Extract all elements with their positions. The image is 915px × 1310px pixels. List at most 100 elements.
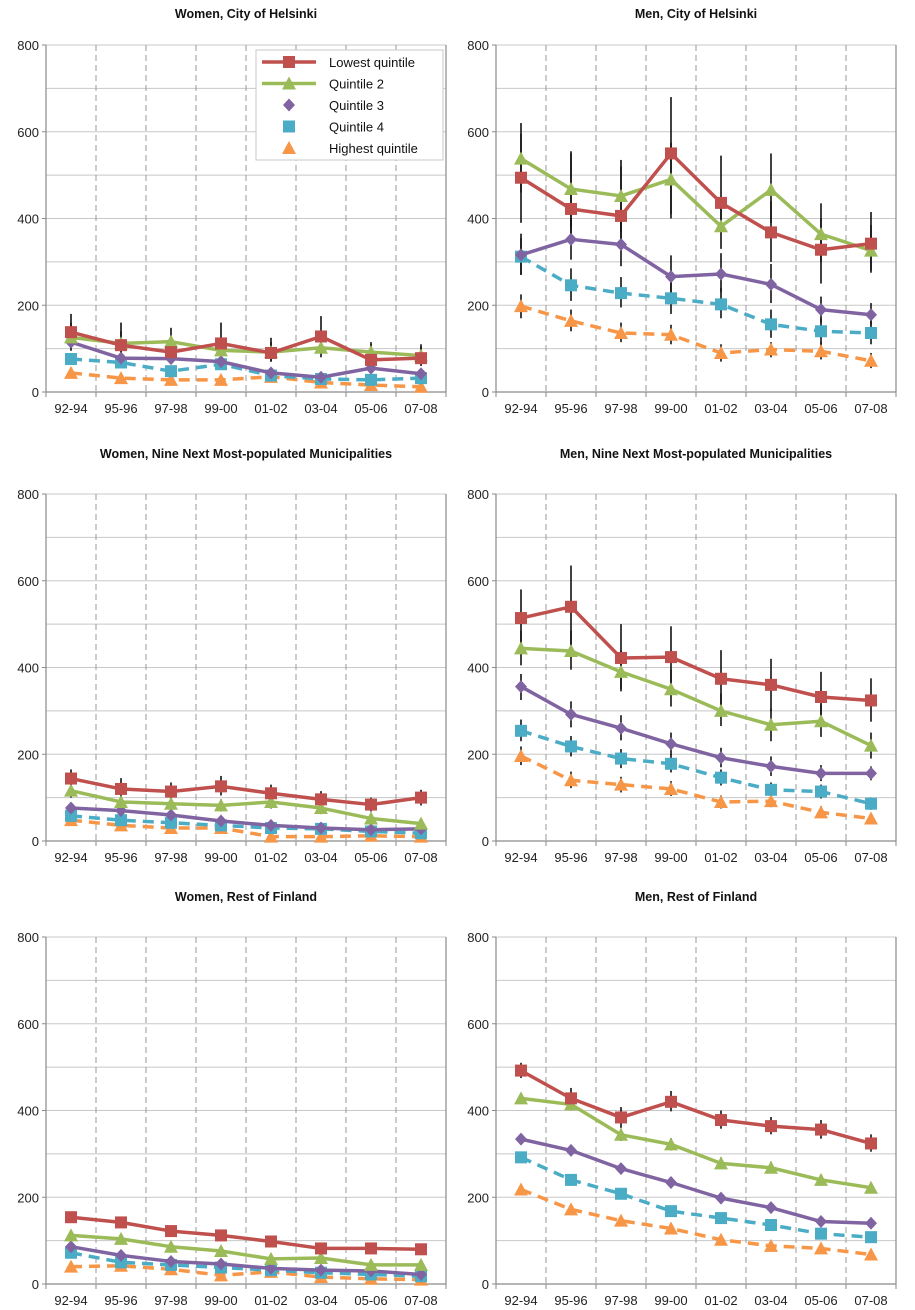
chart-panel: Women, Rest of Finland 0 200 400 600 800 92-94… <box>17 890 447 1308</box>
data-point <box>814 1172 828 1186</box>
data-point <box>764 717 778 731</box>
data-point <box>615 752 627 765</box>
x-tick-label: 05-06 <box>804 401 837 416</box>
x-tick-label: 95-96 <box>554 850 587 865</box>
x-tick-label: 03-04 <box>754 1293 787 1308</box>
data-point <box>314 340 328 354</box>
x-tick-label: 05-06 <box>354 1293 387 1308</box>
series-line <box>70 1251 422 1278</box>
data-point <box>564 1202 578 1216</box>
x-tick-label: 01-02 <box>704 401 737 416</box>
x-tick-label: 05-06 <box>804 1293 837 1308</box>
data-point <box>565 1092 577 1105</box>
x-tick-label: 01-02 <box>254 1293 287 1308</box>
data-point <box>865 797 877 810</box>
data-point <box>565 740 577 753</box>
x-tick-label: 95-96 <box>554 1293 587 1308</box>
data-point <box>265 787 277 800</box>
data-point <box>715 1212 727 1225</box>
data-point <box>315 370 327 384</box>
series-line <box>520 304 872 363</box>
chart-panel: Men, Rest of Finland 0 200 400 600 800 92-94 95… <box>467 890 897 1308</box>
data-point <box>665 651 677 664</box>
x-tick-label: 95-96 <box>104 850 137 865</box>
data-point <box>665 1095 677 1108</box>
data-point <box>815 690 827 703</box>
y-tick-label: 200 <box>467 298 489 313</box>
data-point <box>164 796 178 810</box>
data-point <box>265 1261 277 1275</box>
data-point <box>264 829 278 843</box>
data-point <box>815 785 827 798</box>
x-tick-label: 95-96 <box>554 401 587 416</box>
panel-title: Women, City of Helsinki <box>175 7 317 21</box>
data-point <box>714 794 728 808</box>
y-tick-label: 400 <box>17 661 39 676</box>
data-point <box>764 794 778 808</box>
data-point <box>315 793 327 806</box>
series-line <box>520 1096 872 1190</box>
x-tick-label: 99-00 <box>204 850 237 865</box>
data-point <box>765 1201 777 1215</box>
legend-label: Quintile 3 <box>329 98 384 113</box>
data-point <box>564 773 578 787</box>
series-line <box>70 1264 422 1282</box>
y-tick-label: 400 <box>467 212 489 227</box>
data-point <box>414 816 428 830</box>
data-point <box>414 379 428 393</box>
data-point <box>264 1251 278 1265</box>
data-point <box>814 227 828 241</box>
data-point <box>814 1241 828 1255</box>
chart-panel: Women, Nine Next Most-populated Municipa… <box>17 447 447 865</box>
data-point <box>865 1137 877 1150</box>
x-tick-label: 07-08 <box>404 850 437 865</box>
series-1 <box>515 147 877 256</box>
data-point <box>865 694 877 707</box>
y-tick-label: 600 <box>467 574 489 589</box>
data-point <box>665 1176 677 1190</box>
x-tick-label: 07-08 <box>404 401 437 416</box>
data-point <box>665 757 677 770</box>
x-tick-label: 97-98 <box>604 1293 637 1308</box>
x-tick-label: 05-06 <box>354 401 387 416</box>
data-point <box>864 738 878 752</box>
y-tick-label: 200 <box>467 747 489 762</box>
data-point <box>165 808 177 822</box>
data-point <box>565 1143 577 1157</box>
data-point <box>714 1156 728 1170</box>
x-tick-label: 01-02 <box>704 1293 737 1308</box>
data-point <box>415 367 427 381</box>
series-line <box>520 151 872 252</box>
series-3 <box>515 680 877 780</box>
y-tick-label: 200 <box>17 747 39 762</box>
series-5 <box>514 299 878 367</box>
x-tick-label: 99-00 <box>654 401 687 416</box>
data-point <box>614 326 628 340</box>
x-tick-label: 95-96 <box>104 1293 137 1308</box>
data-point <box>864 353 878 367</box>
data-point <box>114 1231 128 1245</box>
data-point <box>665 737 677 751</box>
series-5 <box>514 748 878 825</box>
data-point <box>664 1221 678 1235</box>
series-line <box>520 1069 872 1146</box>
data-point <box>765 226 777 239</box>
data-point <box>664 1137 678 1151</box>
data-point <box>614 1127 628 1141</box>
series-line <box>520 1187 872 1257</box>
data-point <box>215 1229 227 1242</box>
data-point <box>64 365 78 379</box>
data-point <box>515 1064 527 1077</box>
series-5 <box>64 365 428 393</box>
x-tick-label: 07-08 <box>854 1293 887 1308</box>
y-tick-label: 200 <box>467 1190 489 1205</box>
x-tick-label: 07-08 <box>854 850 887 865</box>
data-point <box>764 1160 778 1174</box>
data-point <box>64 1259 78 1273</box>
data-point <box>414 1257 428 1271</box>
data-point <box>815 1123 827 1136</box>
data-point <box>864 1180 878 1194</box>
data-point <box>365 1242 377 1255</box>
data-point <box>415 1267 427 1281</box>
data-point <box>814 344 828 358</box>
